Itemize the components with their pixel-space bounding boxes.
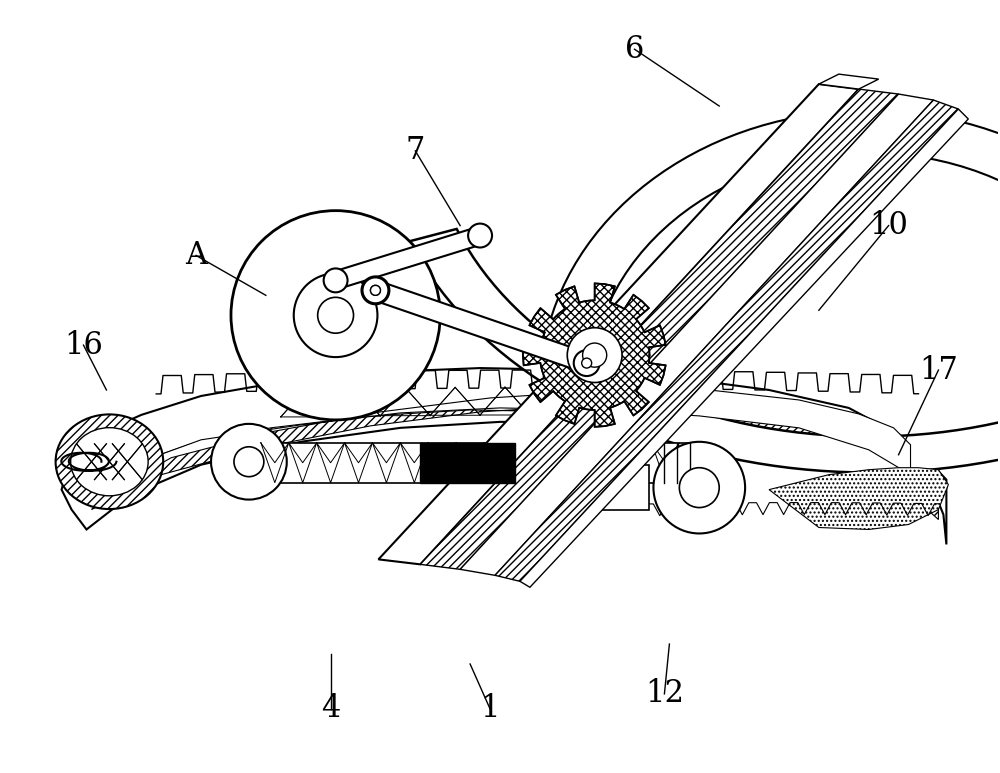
Polygon shape bbox=[378, 84, 859, 564]
Text: 12: 12 bbox=[645, 679, 684, 710]
Ellipse shape bbox=[71, 427, 148, 495]
Polygon shape bbox=[420, 89, 899, 570]
Circle shape bbox=[582, 358, 592, 368]
Text: 7: 7 bbox=[406, 135, 425, 166]
Polygon shape bbox=[540, 111, 1000, 390]
Text: 4: 4 bbox=[321, 693, 340, 724]
Circle shape bbox=[370, 285, 380, 295]
Polygon shape bbox=[495, 100, 958, 581]
Polygon shape bbox=[523, 284, 666, 427]
Circle shape bbox=[370, 285, 380, 295]
Polygon shape bbox=[372, 281, 590, 373]
Circle shape bbox=[468, 223, 492, 247]
Polygon shape bbox=[410, 175, 1000, 472]
Text: 17: 17 bbox=[919, 355, 958, 386]
Polygon shape bbox=[111, 390, 911, 492]
Circle shape bbox=[231, 210, 440, 420]
Circle shape bbox=[234, 447, 264, 477]
Polygon shape bbox=[575, 465, 649, 509]
Circle shape bbox=[211, 424, 287, 499]
Circle shape bbox=[583, 343, 607, 367]
Circle shape bbox=[318, 298, 354, 333]
Polygon shape bbox=[460, 94, 933, 575]
Circle shape bbox=[361, 277, 389, 305]
Text: 16: 16 bbox=[64, 329, 103, 361]
Polygon shape bbox=[520, 109, 968, 587]
Circle shape bbox=[294, 274, 377, 357]
Polygon shape bbox=[251, 443, 689, 482]
Text: 10: 10 bbox=[869, 210, 908, 241]
Circle shape bbox=[653, 442, 745, 533]
Polygon shape bbox=[333, 227, 483, 289]
Text: 6: 6 bbox=[625, 34, 644, 65]
Circle shape bbox=[362, 278, 388, 303]
Ellipse shape bbox=[56, 414, 163, 509]
Polygon shape bbox=[91, 405, 938, 519]
Text: 1: 1 bbox=[480, 693, 500, 724]
Polygon shape bbox=[819, 74, 879, 89]
Circle shape bbox=[679, 468, 719, 508]
Polygon shape bbox=[420, 443, 515, 482]
Polygon shape bbox=[769, 468, 948, 530]
Circle shape bbox=[324, 268, 348, 292]
Polygon shape bbox=[62, 368, 946, 544]
Circle shape bbox=[574, 350, 600, 376]
Circle shape bbox=[567, 328, 622, 383]
Text: A: A bbox=[185, 240, 207, 271]
